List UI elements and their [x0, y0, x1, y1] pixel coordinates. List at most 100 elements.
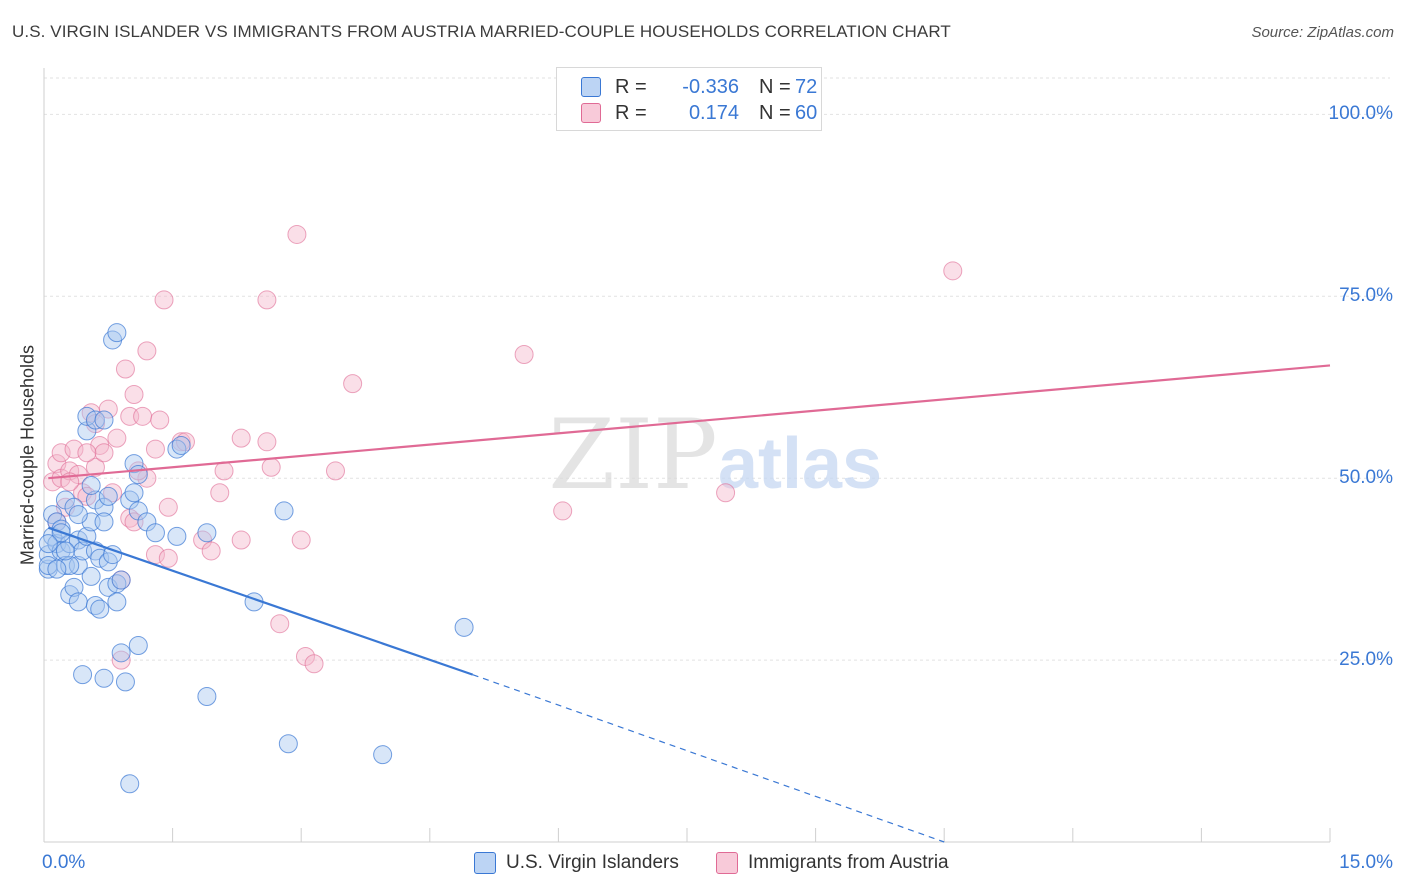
x-tick-label: 15.0%	[1339, 852, 1393, 873]
data-point-blue	[145, 523, 165, 543]
data-point-blue	[90, 599, 110, 619]
data-point-blue	[167, 526, 187, 546]
data-point-blue	[94, 512, 114, 532]
data-point-pink	[154, 290, 174, 310]
legend-swatch-blue	[581, 77, 601, 97]
data-point-pink	[304, 654, 324, 674]
legend-n-value: 60	[795, 101, 818, 124]
data-point-pink	[287, 224, 307, 244]
data-point-blue	[68, 592, 88, 612]
watermark-zip: ZIP	[548, 399, 717, 511]
data-point-pink	[325, 461, 345, 481]
data-point-pink	[257, 432, 277, 452]
data-point-blue	[73, 665, 93, 685]
data-point-pink	[94, 443, 114, 463]
data-point-pink	[270, 614, 290, 634]
data-point-pink	[201, 541, 221, 561]
data-point-blue	[197, 686, 217, 706]
legend-row-blue: R = -0.336 N = 72	[581, 74, 817, 100]
data-point-pink	[145, 545, 165, 565]
data-point-blue	[128, 465, 148, 485]
data-point-blue	[128, 636, 148, 656]
data-point-blue	[98, 486, 118, 506]
data-point-pink	[115, 359, 135, 379]
data-point-blue	[278, 734, 298, 754]
legend-n-value: 72	[795, 75, 818, 98]
x-tick-label: 0.0%	[42, 852, 86, 873]
data-point-pink	[943, 261, 963, 281]
data-point-pink	[77, 443, 97, 463]
data-point-blue	[103, 545, 123, 565]
data-point-pink	[107, 428, 127, 448]
y-axis-label: Married-couple Households	[17, 344, 38, 566]
legend-r-value: -0.336	[682, 75, 739, 98]
data-point-pink	[257, 290, 277, 310]
data-point-blue	[171, 435, 191, 455]
data-point-pink	[150, 410, 170, 430]
legend-n-label: N =	[759, 75, 791, 98]
legend-swatch-pink	[716, 852, 738, 874]
y-tick-label: 75.0%	[1339, 285, 1393, 307]
correlation-legend: R = -0.336 N = 72 R = 0.174 N = 60	[556, 67, 822, 131]
data-point-blue	[120, 774, 140, 794]
data-point-pink	[124, 385, 144, 405]
data-point-blue	[373, 745, 393, 765]
y-tick-label: 100.0%	[1328, 103, 1393, 125]
data-point-blue	[81, 566, 101, 586]
data-point-blue	[107, 323, 127, 343]
data-point-pink	[85, 457, 105, 477]
data-point-blue	[81, 475, 101, 495]
data-point-pink	[133, 406, 153, 426]
legend-row-pink: R = 0.174 N = 60	[581, 100, 817, 126]
data-point-blue	[60, 556, 80, 576]
data-point-blue	[107, 592, 127, 612]
data-point-blue	[454, 617, 474, 637]
data-point-blue	[55, 541, 75, 561]
watermark: ZIP atlas	[548, 399, 882, 511]
data-point-pink	[343, 374, 363, 394]
legend-item-us-virgin-islanders: U.S. Virgin Islanders	[474, 852, 679, 874]
data-point-pink	[137, 341, 157, 361]
series-us-virgin-islanders	[38, 323, 474, 794]
data-point-blue	[111, 643, 131, 663]
data-point-blue	[111, 570, 131, 590]
data-point-pink	[261, 457, 281, 477]
legend-r-label: R =	[615, 101, 647, 124]
data-point-pink	[158, 497, 178, 517]
data-point-blue	[38, 534, 58, 554]
data-point-pink	[231, 530, 251, 550]
series-legend: U.S. Virgin Islanders Immigrants from Au…	[0, 852, 1406, 878]
y-tick-label: 50.0%	[1339, 467, 1393, 489]
data-point-pink	[51, 443, 71, 463]
data-point-blue	[68, 505, 88, 525]
data-point-pink	[158, 548, 178, 568]
legend-swatch-blue	[474, 852, 496, 874]
data-point-blue	[94, 668, 114, 688]
grid-lines	[44, 77, 1390, 661]
legend-r-label: R =	[615, 75, 647, 98]
data-point-pink	[210, 483, 230, 503]
trend-line-blue	[47, 526, 474, 676]
data-point-blue	[124, 454, 144, 474]
data-point-blue	[124, 483, 144, 503]
data-point-pink	[514, 344, 534, 364]
data-point-pink	[64, 439, 84, 459]
data-point-blue	[64, 577, 84, 597]
legend-label: Immigrants from Austria	[748, 852, 949, 873]
data-point-pink	[231, 428, 251, 448]
data-point-pink	[145, 439, 165, 459]
trend-line-pink	[48, 364, 1331, 480]
source-label: Source: ZipAtlas.com	[1251, 24, 1394, 41]
legend-n-label: N =	[759, 101, 791, 124]
data-point-pink	[553, 501, 573, 521]
data-point-blue	[197, 523, 217, 543]
data-point-pink	[291, 530, 311, 550]
y-tick-label: 25.0%	[1339, 649, 1393, 671]
data-point-blue	[94, 497, 114, 517]
axes	[43, 68, 1331, 843]
chart-title: U.S. VIRGIN ISLANDER VS IMMIGRANTS FROM …	[12, 22, 951, 41]
legend-item-immigrants-from-austria: Immigrants from Austria	[716, 852, 949, 874]
data-point-pink	[111, 650, 131, 670]
data-point-blue	[77, 526, 97, 546]
